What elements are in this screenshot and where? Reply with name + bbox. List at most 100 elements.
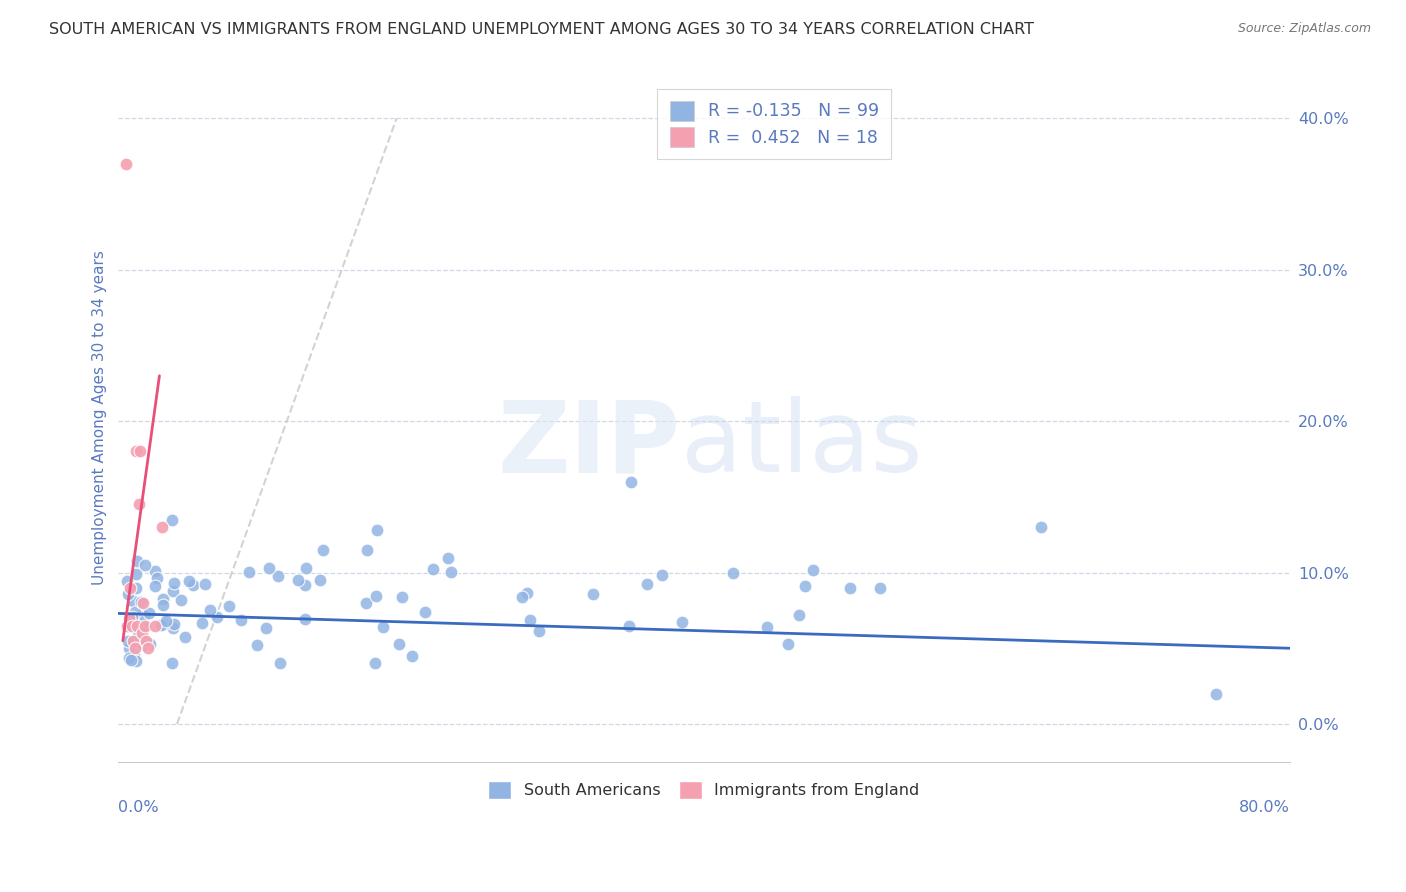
Point (127, 624, 149, 639)
Point (422, 561, 444, 575)
Point (162, 621, 184, 635)
Point (246, 639, 269, 653)
Point (294, 612, 316, 626)
Point (134, 618, 156, 632)
Point (125, 654, 148, 668)
Point (636, 577, 658, 591)
Point (581, 587, 603, 601)
Point (122, 593, 145, 607)
Y-axis label: Unemployment Among Ages 30 to 34 years: Unemployment Among Ages 30 to 34 years (93, 250, 107, 585)
Point (170, 593, 193, 607)
Text: atlas: atlas (681, 396, 922, 493)
Point (671, 615, 693, 629)
Point (120, 653, 142, 667)
Point (776, 637, 799, 651)
Point (163, 616, 186, 631)
Point (127, 618, 149, 632)
Point (529, 624, 551, 639)
Point (620, 475, 643, 489)
Point (134, 609, 156, 624)
Point (364, 656, 387, 670)
Point (519, 613, 541, 627)
Point (651, 568, 673, 582)
Point (155, 614, 177, 628)
Point (125, 444, 148, 458)
Point (117, 634, 139, 648)
Text: SOUTH AMERICAN VS IMMIGRANTS FROM ENGLAND UNEMPLOYMENT AMONG AGES 30 TO 34 YEARS: SOUTH AMERICAN VS IMMIGRANTS FROM ENGLAN… (49, 22, 1035, 37)
Point (149, 617, 172, 632)
Point (122, 633, 145, 648)
Point (127, 553, 149, 567)
Point (132, 596, 155, 610)
Point (146, 571, 169, 585)
Point (354, 596, 377, 610)
Point (801, 562, 824, 576)
Point (294, 578, 316, 592)
Point (152, 598, 174, 612)
Point (356, 542, 378, 557)
Point (1205, 687, 1227, 701)
Point (121, 618, 143, 632)
Point (207, 610, 229, 624)
Point (259, 561, 281, 575)
Point (115, 618, 138, 632)
Point (125, 581, 148, 595)
Point (200, 603, 222, 617)
Point (1029, 520, 1052, 534)
Point (401, 648, 423, 663)
Point (129, 444, 152, 458)
Point (162, 584, 184, 599)
Point (162, 657, 184, 671)
Point (118, 611, 141, 625)
Point (128, 498, 150, 512)
Point (132, 633, 155, 648)
Point (238, 565, 260, 579)
Point (117, 587, 139, 601)
Point (366, 524, 388, 538)
Point (756, 620, 779, 634)
Point (124, 641, 146, 656)
Point (294, 561, 316, 575)
Point (173, 630, 195, 644)
Point (510, 591, 533, 605)
Point (391, 590, 413, 604)
Point (839, 581, 862, 595)
Point (177, 574, 200, 588)
Point (120, 581, 142, 595)
Point (787, 607, 810, 622)
Point (152, 592, 174, 607)
Point (124, 606, 146, 620)
Point (132, 638, 155, 652)
Legend: South Americans, Immigrants from England: South Americans, Immigrants from England (482, 774, 927, 805)
Point (163, 575, 186, 590)
Point (135, 633, 157, 648)
Point (309, 573, 332, 587)
Point (437, 551, 460, 566)
Point (254, 621, 277, 635)
Point (153, 617, 176, 632)
Point (118, 641, 141, 656)
Point (124, 632, 146, 647)
Point (388, 637, 411, 651)
Point (191, 615, 214, 630)
Text: 80.0%: 80.0% (1239, 799, 1289, 814)
Point (139, 637, 162, 651)
Point (114, 157, 136, 171)
Point (121, 610, 143, 624)
Point (371, 620, 394, 634)
Point (134, 558, 156, 572)
Point (312, 542, 335, 557)
Point (136, 641, 159, 656)
Text: Source: ZipAtlas.com: Source: ZipAtlas.com (1237, 22, 1371, 36)
Point (287, 574, 309, 588)
Point (516, 586, 538, 600)
Point (124, 648, 146, 663)
Point (150, 520, 173, 534)
Text: 0.0%: 0.0% (118, 799, 159, 814)
Point (218, 599, 240, 613)
Point (131, 626, 153, 640)
Point (145, 579, 167, 593)
Point (231, 613, 253, 627)
Point (869, 581, 891, 595)
Point (267, 568, 290, 582)
